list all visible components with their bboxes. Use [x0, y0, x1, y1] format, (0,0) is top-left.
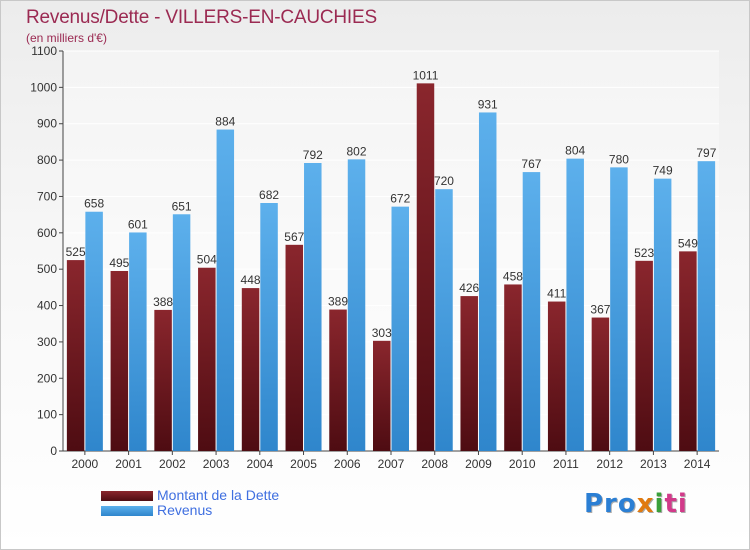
- y-tick-label: 800: [37, 153, 57, 167]
- bar-dette: [154, 309, 172, 451]
- data-label-revenus: 651: [172, 199, 192, 213]
- bar-revenus: [216, 129, 235, 451]
- bar-dette: [591, 317, 610, 451]
- y-tick-label: 900: [37, 117, 57, 131]
- data-label-revenus: 720: [434, 174, 454, 188]
- x-tick-label: 2010: [509, 457, 536, 471]
- bar-revenus: [435, 189, 453, 451]
- x-tick-label: 2008: [421, 457, 448, 471]
- data-label-dette: 411: [547, 287, 566, 301]
- x-tick-label: 2006: [334, 457, 361, 471]
- y-tick-label: 1000: [30, 80, 57, 94]
- x-tick-label: 2013: [640, 457, 667, 471]
- bar-dette: [504, 284, 522, 451]
- x-tick-label: 2001: [115, 457, 142, 471]
- data-label-revenus: 601: [128, 217, 148, 231]
- data-label-dette: 549: [678, 236, 698, 250]
- bar-dette: [416, 83, 435, 451]
- y-tick-label: 300: [37, 335, 57, 349]
- data-label-dette: 303: [372, 326, 392, 340]
- data-label-revenus: 931: [478, 97, 498, 111]
- data-label-revenus: 682: [259, 188, 279, 202]
- plot-area: [63, 51, 719, 451]
- y-tick-label: 600: [37, 226, 57, 240]
- y-tick-label: 700: [37, 189, 57, 203]
- x-tick-label: 2000: [72, 457, 99, 471]
- x-tick-label: 2012: [596, 457, 623, 471]
- legend-swatch-dette: [101, 491, 153, 501]
- data-label-dette: 504: [197, 253, 217, 267]
- x-tick-label: 2005: [290, 457, 317, 471]
- data-label-dette: 525: [66, 245, 86, 259]
- data-label-dette: 523: [634, 246, 654, 260]
- data-label-dette: 389: [328, 295, 348, 309]
- x-tick-label: 2011: [553, 457, 579, 471]
- x-tick-label: 2007: [378, 457, 405, 471]
- data-label-dette: 458: [503, 269, 523, 283]
- bar-dette: [198, 267, 216, 451]
- x-tick-label: 2003: [203, 457, 230, 471]
- bar-revenus: [566, 158, 584, 452]
- bar-revenus: [85, 211, 103, 451]
- y-tick-label: 0: [50, 444, 57, 458]
- bar-revenus: [129, 232, 147, 451]
- bar-dette: [66, 260, 85, 451]
- bar-revenus: [391, 206, 409, 451]
- data-label-revenus: 749: [653, 164, 673, 178]
- x-tick-label: 2014: [684, 457, 711, 471]
- bar-revenus: [347, 159, 366, 451]
- bar-revenus: [653, 178, 672, 452]
- bar-revenus: [172, 214, 191, 451]
- x-tick-label: 2004: [246, 457, 273, 471]
- data-label-revenus: 672: [390, 192, 410, 206]
- x-tick-label: 2009: [465, 457, 492, 471]
- bar-dette: [547, 301, 566, 451]
- data-label-dette: 1011: [413, 68, 439, 82]
- data-label-revenus: 767: [521, 157, 541, 171]
- bar-dette: [460, 296, 478, 451]
- bar-dette: [635, 260, 653, 451]
- data-label-revenus: 780: [609, 152, 629, 166]
- bar-revenus: [478, 112, 497, 452]
- bar-revenus: [304, 163, 322, 451]
- data-label-revenus: 797: [696, 146, 716, 160]
- bar-dette: [373, 340, 391, 451]
- data-label-revenus: 802: [347, 144, 367, 158]
- chart-title: Revenus/Dette - VILLERS-EN-CAUCHIES: [26, 7, 377, 28]
- bar-revenus: [697, 161, 716, 451]
- data-label-revenus: 658: [84, 197, 104, 211]
- bar-dette: [285, 244, 304, 451]
- data-label-revenus: 792: [303, 148, 323, 162]
- data-label-dette: 426: [459, 281, 479, 295]
- y-tick-label: 400: [37, 299, 57, 313]
- data-label-revenus: 884: [215, 115, 235, 129]
- bar-dette: [241, 288, 260, 451]
- data-label-dette: 388: [153, 295, 173, 309]
- legend-label-dette: Montant de la Dette: [157, 487, 280, 503]
- data-label-dette: 567: [284, 230, 304, 244]
- y-tick-label: 200: [37, 371, 57, 385]
- legend-swatch-revenus: [101, 506, 153, 516]
- bar-revenus: [610, 167, 628, 451]
- data-label-revenus: 804: [565, 144, 585, 158]
- data-label-dette: 448: [241, 273, 261, 287]
- bar-dette: [329, 309, 347, 451]
- chart-subtitle: (en milliers d'€): [26, 31, 107, 45]
- data-label-dette: 495: [109, 256, 129, 270]
- bar-revenus: [522, 172, 541, 451]
- x-tick-label: 2002: [159, 457, 186, 471]
- y-tick-label: 1100: [31, 44, 57, 58]
- bar-dette: [110, 271, 129, 451]
- bar-dette: [679, 251, 697, 451]
- bar-revenus: [260, 203, 278, 451]
- y-tick-label: 500: [37, 262, 57, 276]
- y-tick-label: 100: [37, 408, 57, 422]
- data-label-dette: 367: [590, 303, 610, 317]
- proxiti-logo: Proxiti: [584, 489, 688, 519]
- legend-label-revenus: Revenus: [157, 502, 213, 518]
